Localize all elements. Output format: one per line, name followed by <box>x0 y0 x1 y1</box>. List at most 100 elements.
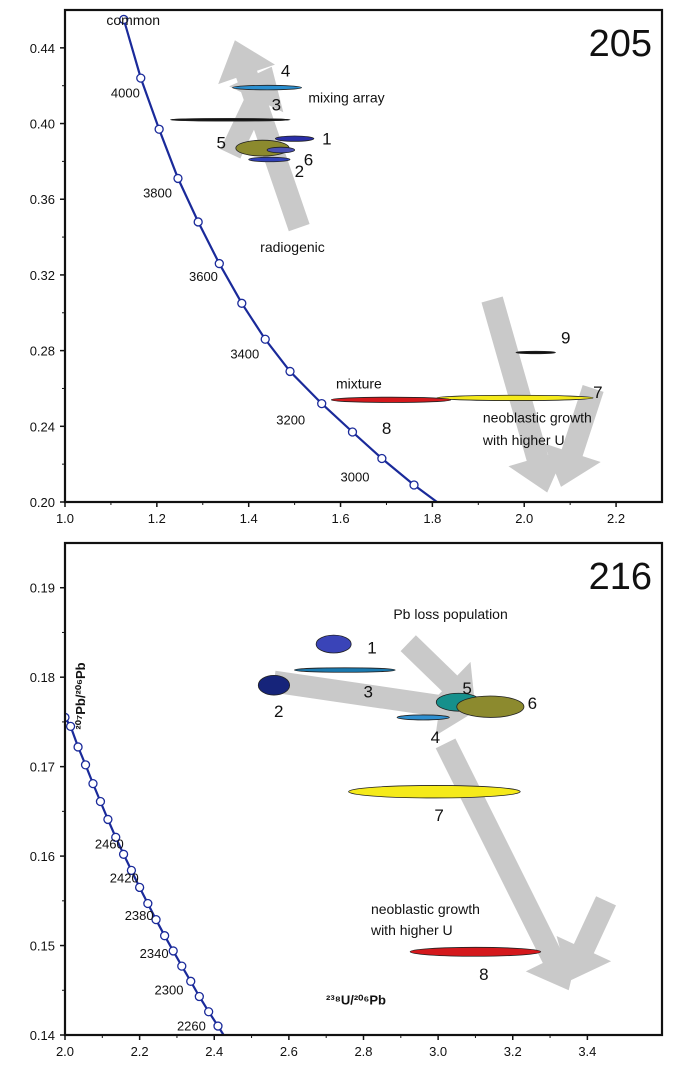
x-tick-label: 2.2 <box>131 1044 149 1059</box>
concordia-age-label: 3400 <box>230 347 259 362</box>
annotation-text: mixture <box>336 375 382 391</box>
y-tick-label: 0.20 <box>30 495 55 510</box>
spot-number-label: 8 <box>479 965 488 984</box>
x-tick-label: 1.2 <box>148 511 166 526</box>
annotation-text: neoblastic growth <box>483 410 592 426</box>
concordia-age-marker <box>136 73 146 83</box>
y-tick-label: 0.28 <box>30 344 55 359</box>
error-ellipse-8 <box>409 946 542 957</box>
concordia-age-marker <box>193 217 203 227</box>
y-tick-label: 0.16 <box>30 849 55 864</box>
annotation-text: common <box>106 12 160 28</box>
spot-number-label: 1 <box>322 130 331 149</box>
error-ellipse-8 <box>330 396 452 403</box>
x-tick-label: 3.4 <box>578 1044 596 1059</box>
y-axis-label: ²⁰⁷Pb/²⁰⁶Pb <box>73 662 88 729</box>
concordia-age-marker <box>95 796 106 807</box>
error-ellipse-9 <box>515 350 556 355</box>
error-ellipse-1 <box>274 135 315 142</box>
y-tick-label: 0.19 <box>30 581 55 596</box>
concordia-age-label: 2260 <box>177 1018 206 1033</box>
concordia-age-marker <box>119 14 129 25</box>
x-tick-label: 3.2 <box>504 1044 522 1059</box>
concordia-age-marker <box>177 961 187 971</box>
x-tick-label: 2.4 <box>205 1044 223 1059</box>
error-ellipse-3 <box>294 667 396 673</box>
trend-arrow <box>543 385 604 487</box>
error-ellipse-6 <box>456 695 525 718</box>
annotation-text: radiogenic <box>260 239 325 255</box>
concordia-age-marker <box>143 898 153 909</box>
concordia-age-marker <box>65 721 76 732</box>
spot-number-label: 6 <box>304 150 313 169</box>
x-axis-label: ²³⁸U/²⁰⁶Pb <box>326 993 386 1008</box>
concordia-age-marker <box>159 931 170 941</box>
panel-title: 205 <box>589 23 652 65</box>
concordia-age-marker <box>409 480 419 490</box>
y-tick-label: 0.36 <box>30 192 55 207</box>
concordia-age-marker <box>260 334 270 344</box>
plot-area-0 <box>119 14 604 502</box>
trend-arrow <box>272 670 476 736</box>
error-ellipse-line <box>170 118 291 122</box>
concordia-age-label: 2420 <box>110 871 139 886</box>
concordia-age-marker <box>103 814 113 825</box>
y-tick-label: 0.44 <box>30 41 55 56</box>
y-tick-label: 0.14 <box>30 1028 55 1043</box>
y-tick-label: 0.17 <box>30 760 55 775</box>
y-tick-label: 0.18 <box>30 670 55 685</box>
spot-number-label: 8 <box>382 419 391 438</box>
error-ellipse-4 <box>232 84 302 91</box>
y-tick-label: 0.32 <box>30 268 55 283</box>
concordia-age-label: 3200 <box>276 413 305 428</box>
concordia-age-marker <box>168 946 178 956</box>
error-ellipse-7 <box>436 394 594 401</box>
x-tick-label: 2.0 <box>56 1044 74 1059</box>
concordia-age-label: 3000 <box>341 470 370 485</box>
annotation-text: with higher U <box>482 432 565 448</box>
y-tick-label: 0.40 <box>30 117 55 132</box>
concordia-age-marker <box>134 882 145 893</box>
concordia-age-marker <box>237 298 247 308</box>
spot-number-label: 2 <box>295 162 304 181</box>
x-tick-label: 2.0 <box>515 511 533 526</box>
trend-arrow <box>400 635 476 709</box>
plot-frame <box>63 8 664 504</box>
annotation-text: neoblastic growth <box>371 901 480 917</box>
x-tick-label: 2.2 <box>607 511 625 526</box>
y-tick-label: 0.15 <box>30 939 55 954</box>
x-tick-label: 2.6 <box>280 1044 298 1059</box>
concordia-age-marker <box>154 124 164 134</box>
spot-number-label: 6 <box>528 694 537 713</box>
annotation-text: mixing array <box>308 90 384 106</box>
concordia-age-marker <box>213 1021 223 1031</box>
concordia-age-marker <box>317 398 327 409</box>
concordia-age-marker <box>347 427 358 437</box>
spot-number-label: 4 <box>281 62 290 81</box>
y-tick-label: 0.24 <box>30 419 55 434</box>
plot-area-1 <box>65 634 616 1035</box>
concordia-age-label: 2380 <box>125 908 154 923</box>
error-ellipse-2 <box>257 674 291 696</box>
error-ellipse-4 <box>396 714 450 721</box>
concordia-age-marker <box>194 991 204 1002</box>
x-tick-label: 1.8 <box>423 511 441 526</box>
x-tick-label: 2.8 <box>354 1044 372 1059</box>
concordia-age-marker <box>80 760 91 770</box>
panel-title: 216 <box>589 556 652 598</box>
concordia-age-marker <box>204 1007 214 1017</box>
concordia-age-marker <box>111 832 121 842</box>
trend-arrow <box>435 738 580 991</box>
error-ellipse-2 <box>248 156 291 163</box>
concordia-age-label: 2300 <box>155 982 184 997</box>
concordia-age-label: 3800 <box>143 186 172 201</box>
concordia-curve <box>122 19 438 502</box>
x-tick-label: 1.4 <box>240 511 258 526</box>
error-ellipse-6 <box>266 146 296 154</box>
spot-number-label: 9 <box>561 328 570 347</box>
concordia-age-marker <box>214 258 224 269</box>
spot-number-label: 7 <box>593 383 602 402</box>
concordia-age-marker <box>151 914 161 925</box>
concordia-age-label: 3600 <box>189 269 218 284</box>
